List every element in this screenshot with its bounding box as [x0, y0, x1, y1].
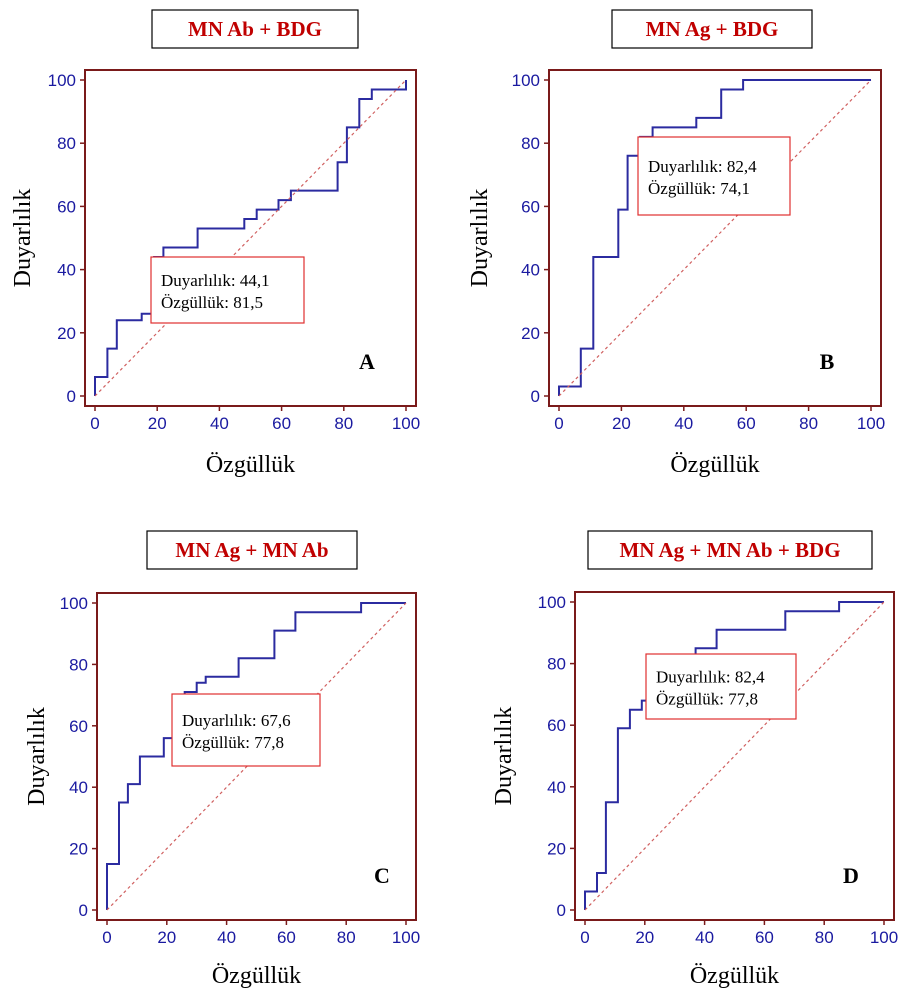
annotation-line: Özgüllük: 77,8 — [656, 690, 758, 709]
y-tick-label: 80 — [547, 655, 566, 674]
x-axis-label: Özgüllük — [206, 452, 295, 478]
y-tick-label: 40 — [57, 261, 76, 280]
y-tick-label: 40 — [69, 778, 88, 797]
x-tick-label: 60 — [737, 414, 756, 433]
x-tick-label: 0 — [580, 928, 589, 947]
y-tick-label: 60 — [69, 717, 88, 736]
roc-curve — [584, 601, 884, 910]
annotation-line: Özgüllük: 81,5 — [161, 293, 263, 312]
annotation-line: Özgüllük: 74,1 — [648, 179, 750, 198]
x-tick-label: 100 — [870, 928, 898, 947]
y-tick-label: 80 — [521, 134, 540, 153]
x-tick-label: 0 — [554, 414, 563, 433]
reference-diagonal — [584, 601, 885, 911]
x-tick-label: 60 — [755, 928, 774, 947]
x-tick-label: 40 — [217, 928, 236, 947]
x-tick-label: 80 — [799, 414, 818, 433]
reference-diagonal — [94, 79, 407, 397]
chart-panel-c: MN Ag + MN Ab 0 20 40 60 80 100 0 20 40 60 80 100 Özg… — [24, 530, 420, 989]
annotation-line: Duyarlılık: 82,4 — [648, 157, 757, 176]
y-tick-label: 80 — [57, 134, 76, 153]
annotation-line: Duyarlılık: 67,6 — [182, 711, 291, 730]
annotation-box — [171, 693, 321, 767]
y-tick-label: 20 — [69, 840, 88, 859]
x-tick-label: 20 — [635, 928, 654, 947]
annotation-line: Duyarlılık: 44,1 — [161, 271, 270, 290]
x-tick-label: 40 — [695, 928, 714, 947]
y-tick-label: 0 — [557, 901, 566, 920]
reference-diagonal — [558, 79, 872, 397]
roc-curve — [94, 80, 407, 396]
annotation-line: Özgüllük: 77,8 — [182, 733, 284, 752]
panel-letter: B — [820, 349, 835, 374]
x-tick-label: 80 — [337, 928, 356, 947]
x-tick-label: 100 — [392, 414, 420, 433]
x-tick-label: 60 — [272, 414, 291, 433]
y-axis-label: Duyarlılık — [491, 707, 517, 806]
x-tick-label: 100 — [392, 928, 420, 947]
y-tick-label: 20 — [521, 324, 540, 343]
annotation-box — [150, 256, 305, 324]
chart-title: MN Ag + MN Ab + BDG — [619, 538, 840, 562]
y-tick-label: 0 — [79, 901, 88, 920]
y-tick-label: 100 — [512, 71, 540, 90]
x-tick-label: 40 — [210, 414, 229, 433]
y-tick-label: 60 — [547, 716, 566, 735]
y-tick-label: 60 — [57, 197, 76, 216]
chart-title-box — [151, 9, 359, 49]
x-axis-label: Özgüllük — [212, 963, 301, 989]
y-tick-label: 0 — [67, 387, 76, 406]
x-tick-label: 100 — [857, 414, 885, 433]
x-tick-label: 0 — [90, 414, 99, 433]
chart-title-box — [146, 530, 358, 570]
y-tick-label: 0 — [531, 387, 540, 406]
x-tick-label: 20 — [612, 414, 631, 433]
y-tick-label: 40 — [521, 261, 540, 280]
x-tick-label: 0 — [102, 928, 111, 947]
y-tick-label: 100 — [48, 71, 76, 90]
x-tick-label: 40 — [674, 414, 693, 433]
panel-letter: C — [374, 863, 390, 888]
chart-title: MN Ag + MN Ab — [175, 538, 328, 562]
y-tick-label: 60 — [521, 197, 540, 216]
y-tick-label: 100 — [538, 593, 566, 612]
annotation-line: Duyarlılık: 82,4 — [656, 668, 765, 687]
y-axis-label: Duyarlılık — [24, 707, 50, 806]
y-axis-label: Duyarlılık — [10, 189, 36, 288]
roc-curve — [106, 602, 406, 910]
x-tick-label: 80 — [815, 928, 834, 947]
annotation-box — [645, 653, 797, 720]
x-axis-label: Özgüllük — [670, 452, 759, 478]
chart-panel-a: MN Ab + BDG 0 20 40 60 80 100 0 20 40 60 80 100 Özgül… — [10, 9, 420, 478]
chart-title: MN Ab + BDG — [188, 17, 322, 41]
panel-letter: A — [359, 349, 375, 374]
plot-frame — [548, 69, 882, 407]
chart-title: MN Ag + BDG — [646, 17, 779, 41]
x-axis-label: Özgüllük — [690, 963, 779, 989]
plot-frame — [84, 69, 417, 407]
plot-frame — [574, 591, 895, 921]
y-tick-label: 20 — [547, 839, 566, 858]
y-tick-label: 100 — [60, 594, 88, 613]
x-tick-label: 80 — [334, 414, 353, 433]
x-tick-label: 20 — [148, 414, 167, 433]
chart-title-box — [611, 9, 813, 49]
x-tick-label: 60 — [277, 928, 296, 947]
annotation-box — [637, 136, 791, 216]
panel-letter: D — [843, 863, 859, 888]
y-tick-label: 20 — [57, 324, 76, 343]
y-tick-label: 40 — [547, 778, 566, 797]
chart-panel-d: MN Ag + MN Ab + BDG 0 20 40 60 80 100 0 20 40 60 80… — [491, 530, 898, 989]
x-tick-label: 20 — [157, 928, 176, 947]
chart-panel-b: MN Ag + BDG 0 20 40 60 80 100 0 20 40 60 80 100 Özgül… — [467, 9, 885, 478]
y-tick-label: 80 — [69, 655, 88, 674]
chart-title-box — [587, 530, 873, 570]
y-axis-label: Duyarlılık — [467, 189, 493, 288]
plot-frame — [96, 592, 417, 921]
